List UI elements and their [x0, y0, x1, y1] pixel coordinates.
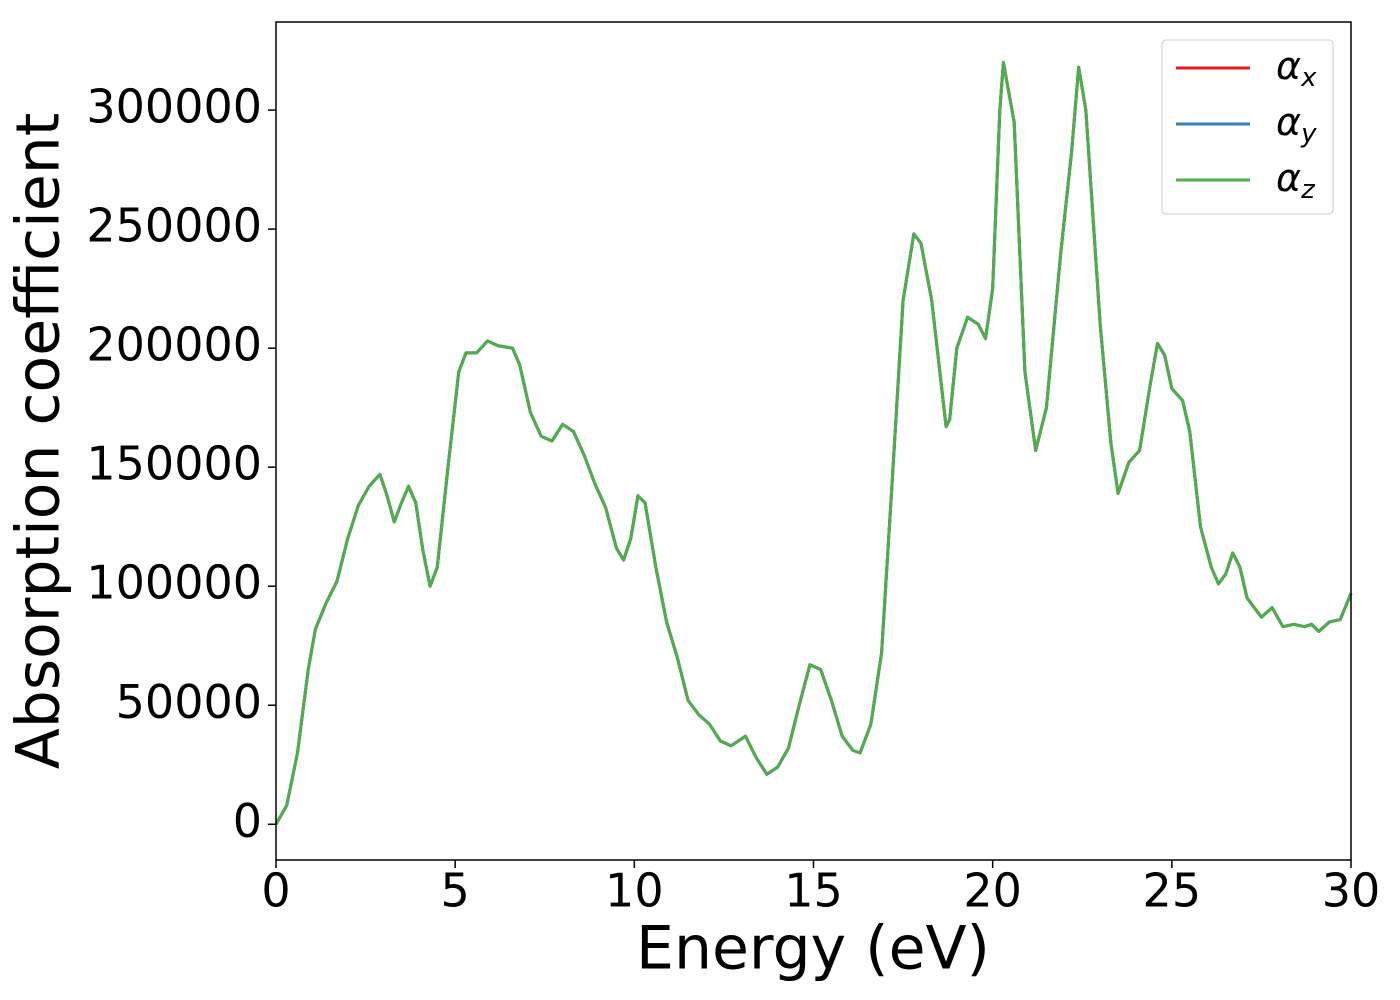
legend-label: αz	[1276, 156, 1316, 205]
legend-label: αy	[1276, 100, 1317, 149]
y-tick-label: 250000	[86, 199, 262, 253]
x-tick-label: 25	[1143, 864, 1202, 918]
x-tick-label: 5	[441, 864, 470, 918]
y-tick-label: 100000	[86, 556, 262, 610]
y-tick-label: 0	[233, 794, 262, 848]
x-tick-label: 0	[261, 864, 290, 918]
y-tick-label: 200000	[86, 318, 262, 372]
x-tick-label: 30	[1322, 864, 1381, 918]
x-tick-label: 20	[963, 864, 1022, 918]
plot-frame	[275, 21, 1352, 861]
x-tick-label: 15	[784, 864, 843, 918]
y-axis-label: Absorption coefficient	[4, 113, 74, 770]
data-line	[274, 60, 1353, 826]
legend: αx αy αz	[1161, 39, 1334, 215]
legend-label: αx	[1276, 44, 1317, 93]
legend-box	[1161, 39, 1334, 215]
y-tick-label: 300000	[86, 80, 262, 134]
x-tick-label: 10	[605, 864, 664, 918]
y-tick-label: 150000	[86, 437, 262, 491]
x-axis-label: Energy (eV)	[636, 914, 990, 984]
y-tick-label: 50000	[116, 675, 262, 729]
